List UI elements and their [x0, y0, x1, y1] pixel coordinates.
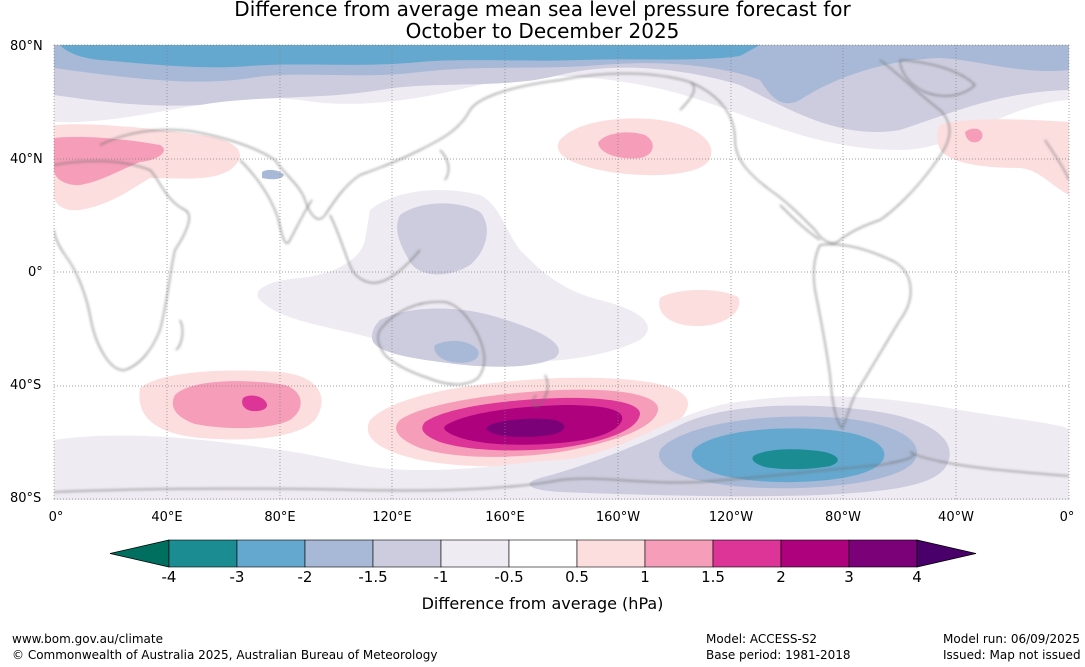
coast-seasia: [329, 214, 421, 284]
coast-madagascar: [175, 319, 184, 351]
anomaly-australia-dark: [434, 340, 479, 363]
coast-west-africa-europe: [1044, 139, 1069, 181]
coastlines: [54, 59, 1069, 493]
lon-label-160e: 160°E: [485, 510, 525, 525]
anomaly-sindian-magenta: [242, 395, 268, 412]
lat-label-80s: 80°S: [10, 491, 42, 506]
anomaly-siberia-blue: [60, 45, 760, 68]
colorbar-segment: [644, 539, 714, 568]
lon-label-40w: 40°W: [938, 510, 974, 525]
coast-north-america: [689, 59, 951, 244]
colorbar-segment: [236, 539, 306, 568]
anomaly-antarctic-teal: [752, 449, 838, 470]
colorbar-title: Difference from average (hPa): [421, 594, 664, 613]
anomaly-spacific-darkpurple: [486, 418, 565, 437]
colorbar-label: 1: [640, 568, 650, 586]
coast-new-zealand: [532, 374, 549, 408]
coast-central-america: [779, 204, 821, 241]
colorbar-label: 4: [912, 568, 922, 586]
chart-title-line2: October to December 2025: [405, 19, 680, 43]
colorbar-segment: [712, 539, 782, 568]
colorbar-segment: [304, 539, 374, 568]
lon-label-0-east: 0°: [1059, 510, 1075, 525]
lon-label-80w: 80°W: [825, 510, 861, 525]
colorbar-segment: [508, 539, 578, 568]
coast-japan: [439, 149, 450, 181]
footer-issued: Issued: Map not issued: [943, 648, 1081, 662]
coast-antarctica: [54, 451, 1069, 493]
coast-india: [239, 159, 313, 244]
anomaly-layer: [54, 45, 1069, 500]
lon-label-120e: 120°E: [372, 510, 412, 525]
lon-label-40e: 40°E: [151, 510, 183, 525]
colorbar: [109, 539, 977, 568]
colorbar-segment: [576, 539, 646, 568]
colorbar-label: -1: [433, 568, 449, 586]
colorbar-segment: [848, 539, 918, 568]
colorbar-label: -4: [161, 568, 177, 586]
footer-copyright: © Commonwealth of Australia 2025, Austra…: [12, 648, 438, 662]
anomaly-natlantic-pink: [965, 128, 983, 143]
coast-greenland: [899, 59, 976, 97]
coast-australia: [377, 301, 485, 385]
colorbar-label: -2: [297, 568, 313, 586]
lon-label-80e: 80°E: [264, 510, 296, 525]
lat-label-40s: 40°S: [10, 378, 42, 393]
lon-label-0: 0°: [48, 510, 64, 525]
lat-label-eq: 0°: [28, 265, 43, 280]
colorbar-label: -0.5: [494, 568, 524, 586]
colorbar-segment: [372, 539, 442, 568]
anomaly-sindian-pink: [172, 381, 301, 429]
colorbar-label: 0.5: [565, 568, 589, 586]
colorbar-segment: [780, 539, 850, 568]
gridlines: [53, 44, 1070, 500]
anomaly-npacific-pink: [598, 132, 653, 159]
colorbar-label: 1.5: [701, 568, 725, 586]
lon-label-120w: 120°W: [708, 510, 754, 525]
footer-base-period: Base period: 1981-2018: [706, 648, 851, 662]
colorbar-extend-low: [109, 539, 170, 568]
colorbar-label: 3: [844, 568, 854, 586]
anomaly-wpacific-mid: [397, 203, 487, 275]
colorbar-segment: [168, 539, 238, 568]
lat-label-80n: 80°N: [10, 39, 43, 54]
footer-model: Model: ACCESS-S2: [706, 632, 818, 646]
coast-eurasia: [99, 73, 695, 220]
colorbar-label: 2: [776, 568, 786, 586]
anomaly-australia-mid: [372, 308, 559, 367]
chart-title-line1: Difference from average mean sea level p…: [234, 0, 851, 21]
colorbar-label: -1.5: [358, 568, 388, 586]
colorbar-label: -3: [229, 568, 245, 586]
anomaly-mediterranean-pink: [54, 136, 164, 186]
lon-label-160w: 160°W: [595, 510, 641, 525]
colorbar-extend-high: [916, 539, 977, 568]
anomaly-eastpacific-pink: [659, 289, 740, 327]
colorbar-segment: [440, 539, 510, 568]
lat-label-40n: 40°N: [10, 152, 43, 167]
coast-south-america: [813, 243, 912, 429]
coast-africa: [54, 160, 190, 371]
footer-website: www.bom.gov.au/climate: [12, 632, 163, 646]
anomaly-centralasia-spot: [262, 169, 284, 180]
anomaly-wpacific-light: [257, 190, 648, 362]
footer-model-run: Model run: 06/09/2025: [943, 632, 1081, 646]
